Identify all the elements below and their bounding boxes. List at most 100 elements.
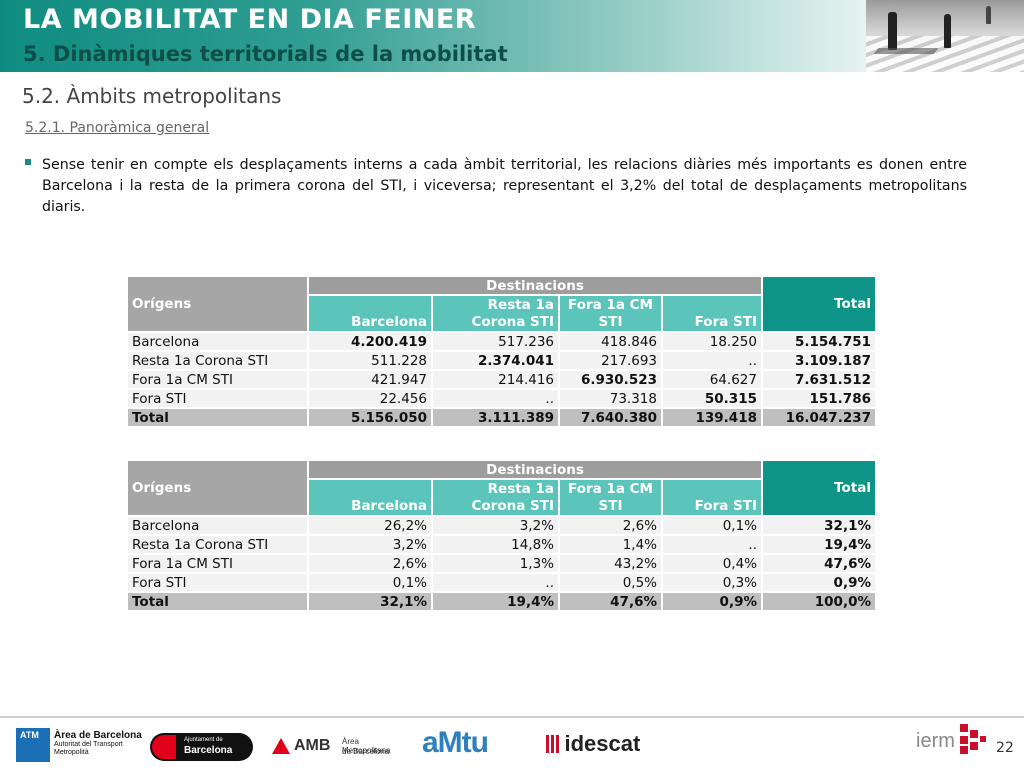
row-label: Barcelona xyxy=(126,515,309,536)
ajuntament-logo: Ajuntament de Barcelona xyxy=(150,733,253,761)
table-cell: 3,2% xyxy=(431,515,560,536)
idescat-logo: idescat xyxy=(546,731,640,757)
table-row: Barcelona 4.200.419 517.236 418.846 18.2… xyxy=(126,331,877,352)
amb-logo-line2: de Barcelona xyxy=(342,747,390,756)
table-cell: .. xyxy=(661,350,763,371)
row-label: Fora STI xyxy=(126,388,309,409)
table-cell: 214.416 xyxy=(431,369,560,390)
table-cell: 0,9% xyxy=(661,591,763,612)
table-cell: 18.250 xyxy=(661,331,763,352)
table-cell: 19,4% xyxy=(431,591,560,612)
table-row: Barcelona 26,2% 3,2% 2,6% 0,1% 32,1% xyxy=(126,515,877,536)
table-cell: 2,6% xyxy=(307,553,433,574)
table-cell: 517.236 xyxy=(431,331,560,352)
row-label: Fora STI xyxy=(126,572,309,593)
amtu-logo-wordmark: aMtu xyxy=(422,726,489,759)
total-header: Total xyxy=(761,275,877,333)
row-label: Fora 1a CM STI xyxy=(126,369,309,390)
table-cell: 217.693 xyxy=(558,350,663,371)
table-row: Fora 1a CM STI 2,6% 1,3% 43,2% 0,4% 47,6… xyxy=(126,553,877,574)
page-title: LA MOBILITAT EN DIA FEINER xyxy=(23,4,477,35)
amtu-logo: aMtu xyxy=(422,726,489,762)
pedestrian-figure xyxy=(888,12,897,50)
footer-divider xyxy=(0,716,1024,718)
amb-logo-line1: Àrea Metropolitana xyxy=(342,737,391,755)
row-total: 151.786 xyxy=(761,388,877,409)
row-total: 47,6% xyxy=(761,553,877,574)
table-cell: 64.627 xyxy=(661,369,763,390)
table-cell: 26,2% xyxy=(307,515,433,536)
subsection-title: 5.2.1. Panoràmica general xyxy=(25,120,210,136)
ajuntament-logo-line1: Ajuntament de xyxy=(184,737,223,743)
table-cell: .. xyxy=(431,388,560,409)
table-row: Resta 1a Corona STI 3,2% 14,8% 1,4% .. 1… xyxy=(126,534,877,555)
table-cell: 1,3% xyxy=(431,553,560,574)
table-cell: 0,1% xyxy=(307,572,433,593)
table-cell: 0,4% xyxy=(661,553,763,574)
page-number: 22 xyxy=(996,740,1014,756)
table-cell: 139.418 xyxy=(661,407,763,428)
table-cell: 5.156.050 xyxy=(307,407,433,428)
grand-total: 100,0% xyxy=(761,591,877,612)
amb-logo: AMB Àrea Metropolitana de Barcelona xyxy=(272,735,402,759)
table-cell: 14,8% xyxy=(431,534,560,555)
table-cell: 0,1% xyxy=(661,515,763,536)
origins-header: Orígens xyxy=(126,459,309,517)
iermb-wordmark: ierm xyxy=(916,730,955,752)
table-cell: 7.640.380 xyxy=(558,407,663,428)
bullet-paragraph: Sense tenir en compte els desplaçaments … xyxy=(25,155,967,218)
table-cell: 511.228 xyxy=(307,350,433,371)
table-row: Fora STI 22.456 .. 73.318 50.315 151.786 xyxy=(126,388,877,409)
atm-logo-line3: Metropolità xyxy=(54,749,89,756)
col-header: Resta 1a Corona STI xyxy=(431,478,560,517)
iermb-b-icon xyxy=(960,724,994,754)
table-cell: 421.947 xyxy=(307,369,433,390)
pedestrian-figure xyxy=(944,14,951,48)
table-row: Fora STI 0,1% .. 0,5% 0,3% 0,9% xyxy=(126,572,877,593)
col-header: Fora 1a CM STI xyxy=(558,478,663,517)
row-total: 5.154.751 xyxy=(761,331,877,352)
bullet-text: Sense tenir en compte els desplaçaments … xyxy=(42,157,967,215)
destinations-header: Destinacions xyxy=(307,459,763,480)
od-table-percent: Orígens Destinacions Total Barcelona Res… xyxy=(126,459,877,612)
table-cell: 32,1% xyxy=(307,591,433,612)
table-cell: 0,5% xyxy=(558,572,663,593)
row-label: Fora 1a CM STI xyxy=(126,553,309,574)
atm-logo-line2: Autoritat del Transport xyxy=(54,741,123,748)
ajuntament-logo-line2: Barcelona xyxy=(184,745,233,756)
header-photo xyxy=(866,0,1024,72)
bullet-square-icon xyxy=(25,159,31,165)
row-label: Resta 1a Corona STI xyxy=(126,534,309,555)
grand-total: 16.047.237 xyxy=(761,407,877,428)
table-total-row: Total 5.156.050 3.111.389 7.640.380 139.… xyxy=(126,407,877,428)
row-label: Resta 1a Corona STI xyxy=(126,350,309,371)
table-cell: 22.456 xyxy=(307,388,433,409)
pedestrian-figure xyxy=(986,6,991,24)
col-header: Barcelona xyxy=(307,478,433,517)
row-total: 0,9% xyxy=(761,572,877,593)
pedestrian-shadow xyxy=(873,48,939,54)
atm-logo-badge: ATM xyxy=(20,730,39,740)
table-cell: 73.318 xyxy=(558,388,663,409)
origins-header: Orígens xyxy=(126,275,309,333)
idescat-bars-icon xyxy=(546,735,560,753)
atm-logo-line1: Àrea de Barcelona xyxy=(54,730,142,741)
section-title: 5.2. Àmbits metropolitans xyxy=(22,84,282,108)
col-header: Resta 1a Corona STI xyxy=(431,294,560,333)
page-subtitle: 5. Dinàmiques territorials de la mobilit… xyxy=(23,42,508,66)
table-cell: 3.111.389 xyxy=(431,407,560,428)
total-header: Total xyxy=(761,459,877,517)
od-table-absolute: Orígens Destinacions Total Barcelona Res… xyxy=(126,275,877,428)
row-label: Total xyxy=(126,407,309,428)
row-total: 19,4% xyxy=(761,534,877,555)
table-cell: .. xyxy=(661,534,763,555)
table-cell: 4.200.419 xyxy=(307,331,433,352)
table-cell: 0,3% xyxy=(661,572,763,593)
table-cell: 47,6% xyxy=(558,591,663,612)
table-row: Resta 1a Corona STI 511.228 2.374.041 21… xyxy=(126,350,877,371)
table-total-row: Total 32,1% 19,4% 47,6% 0,9% 100,0% xyxy=(126,591,877,612)
header-band xyxy=(0,0,866,72)
amb-logo-abbr: AMB xyxy=(294,737,331,754)
table-cell: .. xyxy=(431,572,560,593)
amb-triangle-icon xyxy=(272,738,290,754)
